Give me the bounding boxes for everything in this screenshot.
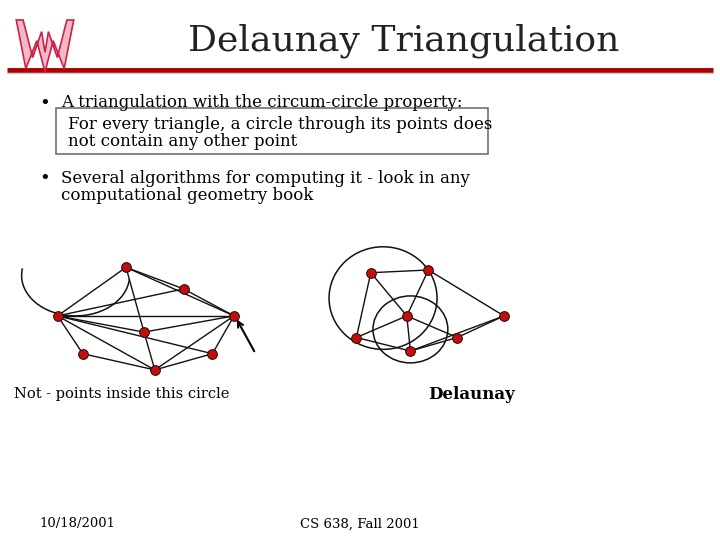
Text: Not - points inside this circle: Not - points inside this circle [14,387,230,401]
Text: computational geometry book: computational geometry book [61,187,314,204]
Text: 10/18/2001: 10/18/2001 [40,517,116,530]
FancyBboxPatch shape [56,108,488,154]
Text: For every triangle, a circle through its points does: For every triangle, a circle through its… [68,116,492,133]
Text: CS 638, Fall 2001: CS 638, Fall 2001 [300,517,420,530]
Text: Delaunay Triangulation: Delaunay Triangulation [187,23,619,58]
Text: A triangulation with the circum-circle property:: A triangulation with the circum-circle p… [61,94,463,111]
Polygon shape [17,20,73,72]
Text: •: • [40,93,50,112]
Text: not contain any other point: not contain any other point [68,133,297,150]
Text: •: • [40,169,50,187]
Text: Delaunay: Delaunay [428,386,515,403]
Text: Several algorithms for computing it - look in any: Several algorithms for computing it - lo… [61,170,470,187]
